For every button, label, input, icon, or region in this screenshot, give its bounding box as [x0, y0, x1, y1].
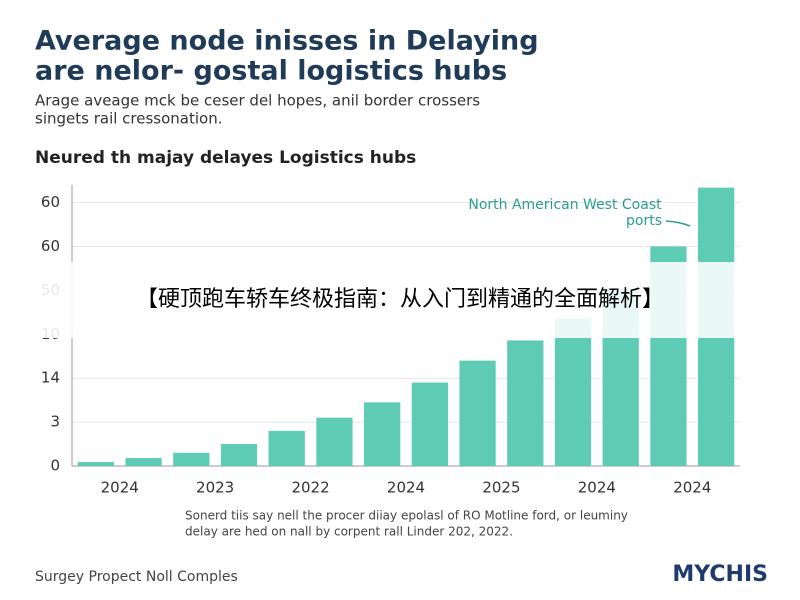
bar — [459, 360, 496, 466]
bar — [173, 452, 210, 466]
x-tick-label: 2022 — [291, 479, 329, 497]
x-tick-label: 2023 — [196, 479, 234, 497]
bar — [411, 382, 448, 466]
annotation: North American West Coast — [468, 197, 662, 213]
x-tick-label: 2024 — [101, 479, 139, 497]
bar — [316, 417, 353, 466]
bar — [77, 462, 114, 466]
chart-title: are nelor- gostal logistics hubs — [35, 56, 507, 87]
bar — [507, 340, 544, 466]
footnote: delay are hed on nall by corpent rall Li… — [185, 525, 513, 539]
bar — [125, 458, 162, 466]
chart-subtitle: Neured th majay delayes Logistics hubs — [35, 148, 416, 168]
brand-logo: MYCHIS — [672, 562, 768, 587]
banner-band — [0, 262, 800, 338]
footnote: Sonerd tiis say nell the procer diiay ep… — [185, 509, 628, 523]
y-tick-label: 0 — [50, 457, 60, 475]
x-tick-label: 2024 — [673, 479, 711, 497]
source: Surgey Propect Noll Comples — [35, 569, 238, 585]
chart-title: Average node inisses in Delaying — [35, 26, 539, 57]
annotation: ports — [626, 213, 662, 229]
annotation-arrow — [665, 220, 691, 227]
y-tick-label: 3 — [50, 413, 60, 431]
banner-text: 【硬顶跑车轿车终极指南：从入门到精通的全面解析】 — [136, 287, 664, 312]
bar — [364, 402, 401, 466]
y-tick-label: 60 — [41, 193, 60, 211]
bar — [554, 318, 592, 466]
y-tick-label: 60 — [41, 237, 60, 255]
subtitle: Arage aveage mck be ceser del hopes, ani… — [35, 92, 480, 110]
bar — [220, 444, 258, 466]
x-tick-label: 2024 — [387, 479, 425, 497]
x-tick-label: 2025 — [482, 479, 520, 497]
x-tick-label: 2024 — [578, 479, 616, 497]
bar — [268, 430, 305, 466]
y-tick-label: 14 — [41, 369, 60, 387]
subtitle: singets rail cressonation. — [35, 110, 223, 128]
